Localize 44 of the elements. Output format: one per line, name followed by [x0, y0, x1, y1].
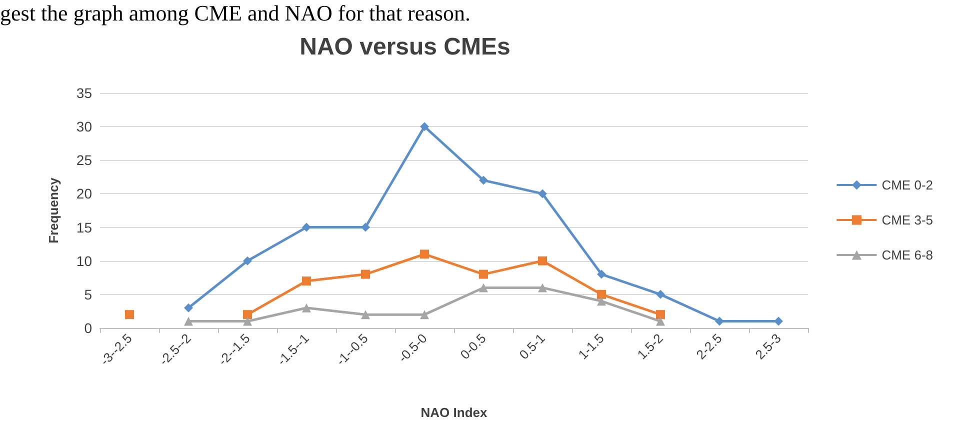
text: gest the graph among CME and NAO for that reason. — [0, 0, 470, 26]
point — [243, 310, 252, 320]
point — [420, 310, 429, 320]
y-tick-label: 15 — [76, 219, 92, 236]
y-tick-label: 35 — [76, 85, 92, 101]
y-axis-title: Frequency — [46, 176, 61, 244]
point — [479, 283, 488, 292]
legend-label: CME 6-8 — [882, 248, 934, 262]
point — [538, 283, 547, 292]
point — [715, 316, 724, 326]
point — [361, 270, 370, 279]
point — [656, 290, 665, 299]
point — [361, 222, 370, 232]
point — [125, 310, 134, 320]
point — [538, 189, 547, 198]
point — [361, 310, 370, 320]
chart-title: NAO versus CMEs — [300, 34, 510, 60]
point — [774, 316, 783, 326]
y-tick-label: 0 — [84, 320, 92, 336]
y-tick-label: 10 — [76, 252, 92, 269]
point — [302, 276, 311, 286]
point — [302, 303, 311, 312]
y-tick-label: 25 — [76, 152, 92, 168]
point — [479, 270, 488, 279]
legend-label: CME 3-5 — [882, 212, 934, 228]
point — [184, 303, 193, 312]
point — [184, 316, 193, 326]
legend-label: CME 0-2 — [882, 178, 934, 192]
point — [243, 316, 252, 326]
point — [420, 250, 429, 259]
y-tick-label: 5 — [84, 286, 92, 302]
point — [597, 270, 606, 279]
point — [656, 316, 665, 326]
y-tick-label: 30 — [76, 118, 92, 135]
point — [302, 222, 311, 232]
y-tick-label: 20 — [76, 186, 92, 202]
point — [597, 296, 606, 306]
point — [597, 290, 606, 299]
point — [538, 256, 547, 266]
point — [656, 310, 665, 320]
point — [479, 176, 488, 185]
point — [420, 122, 429, 132]
point — [243, 256, 252, 266]
x-axis-title: NAO Index — [420, 405, 488, 420]
